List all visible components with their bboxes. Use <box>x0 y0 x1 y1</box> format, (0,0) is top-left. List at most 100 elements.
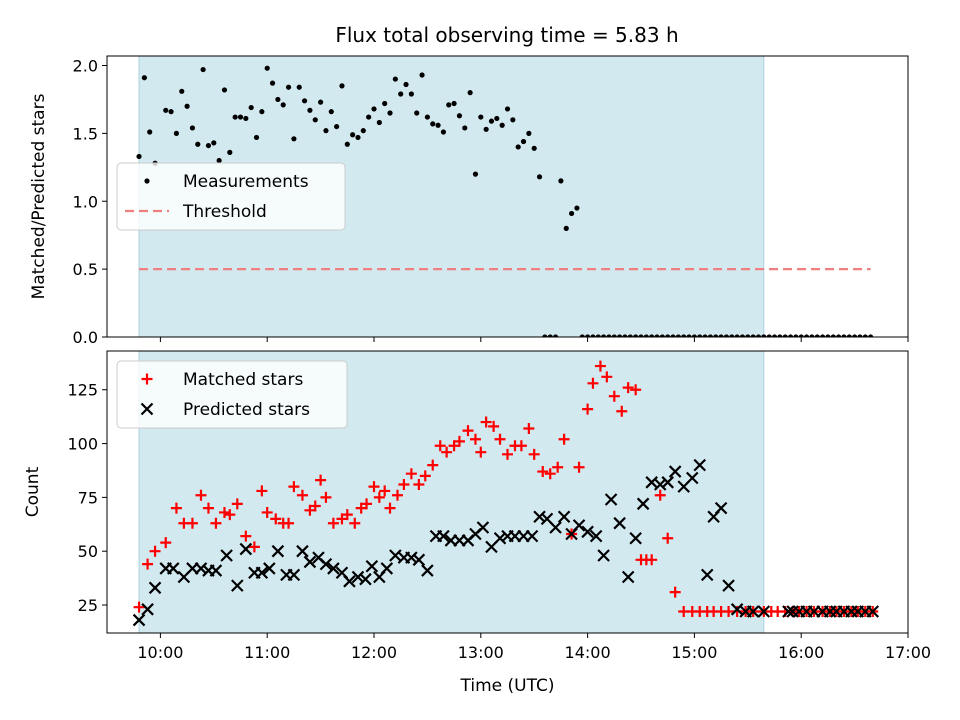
legend: Measurements Threshold <box>116 162 346 231</box>
measurement-point <box>750 334 756 337</box>
data-points <box>132 360 880 627</box>
matched-star-point <box>384 502 396 514</box>
measurement-point <box>568 210 575 217</box>
measurement-point <box>371 106 377 112</box>
matched-star-point <box>210 517 222 529</box>
ratio-panel: 0.0 0.5 1.0 1.5 2.0 Matched/Predicted stars Me… <box>29 55 909 347</box>
x-axis-label: Time (UTC) <box>460 676 555 696</box>
matched-star-point <box>142 558 154 570</box>
x-tick-label: 16:00 <box>778 643 824 662</box>
matched-star-point <box>248 541 260 553</box>
measurement-point <box>611 334 617 337</box>
measurement-point <box>558 178 564 184</box>
measurement-point <box>478 114 484 120</box>
matched-star-point <box>240 530 252 542</box>
predicted-star-point <box>693 458 707 472</box>
matched-star-point <box>515 440 527 452</box>
predicted-star-point <box>700 568 714 582</box>
matched-star-point <box>186 517 198 529</box>
measurement-point <box>216 157 222 164</box>
measurement-point <box>339 83 345 89</box>
y-tick-label: 2.0 <box>73 57 98 76</box>
matched-star-point <box>601 371 613 383</box>
measurement-point <box>307 107 313 113</box>
matched-star-point <box>475 446 487 458</box>
matched-star-point <box>373 491 385 503</box>
measurement-point <box>819 334 826 337</box>
matched-star-point <box>224 509 236 521</box>
matched-star-point <box>379 485 391 497</box>
predicted-star-point <box>604 493 618 506</box>
measurement-point <box>419 72 425 78</box>
measurement-point <box>312 117 318 123</box>
y-tick-label: 50 <box>78 542 98 561</box>
measurement-point <box>237 114 244 120</box>
measurement-point <box>318 99 324 105</box>
matched-star-point <box>170 502 182 514</box>
predicted-star-point <box>141 603 154 616</box>
measurement-point <box>803 334 810 337</box>
y-tick-label: 100 <box>67 435 98 454</box>
measurement-point <box>472 171 479 177</box>
y-tick-label: 25 <box>78 596 98 615</box>
measurement-point <box>350 132 356 138</box>
measurement-point <box>510 117 516 123</box>
predicted-star-point <box>421 564 434 577</box>
measurement-point <box>280 102 286 108</box>
measurement-point <box>456 113 463 119</box>
matched-star-point <box>288 481 300 493</box>
matched-star-point <box>469 433 481 445</box>
predicted-star-point <box>581 525 594 539</box>
measurement-point <box>691 334 697 337</box>
measurement-point <box>435 122 441 128</box>
measurement-point <box>739 334 746 337</box>
measurement-point <box>520 138 527 145</box>
legend-entry-label: Threshold <box>182 202 267 222</box>
measurement-point <box>398 91 404 97</box>
measurement-point <box>259 109 265 115</box>
legend-entry-label: Predicted stars <box>183 400 310 420</box>
matched-star-point <box>283 517 295 529</box>
measurement-point <box>232 114 238 120</box>
measurement-point <box>451 100 457 107</box>
legend-measurement-marker <box>144 178 150 184</box>
predicted-star-point <box>493 532 507 545</box>
measurement-point <box>649 334 655 337</box>
measurement-point <box>275 96 281 103</box>
measurement-point <box>681 334 687 337</box>
predicted-star-point <box>194 562 208 575</box>
matched-star-point <box>218 506 230 518</box>
measurement-point <box>665 334 671 337</box>
y-tick-label: 125 <box>67 381 98 400</box>
predicted-star-point <box>476 521 490 534</box>
matched-star-point <box>528 448 540 460</box>
measurement-point <box>414 110 420 116</box>
count-panel: 25 50 75 100 125 10:00 11:00 12:00 13:00 14:00 15:… <box>23 350 931 696</box>
matched-star-point <box>502 448 513 460</box>
measurement-point <box>755 334 762 337</box>
matched-star-point <box>462 425 474 437</box>
measurement-point <box>328 109 334 115</box>
measurement-point <box>184 103 190 109</box>
x-tick-label: 14:00 <box>565 643 611 662</box>
measurement-point <box>675 334 681 337</box>
predicted-star-point <box>255 566 269 580</box>
predicted-star-point <box>412 553 426 567</box>
predicted-star-point <box>166 562 180 575</box>
measurement-point <box>227 149 233 155</box>
predicted-star-point <box>365 559 379 573</box>
measurement-point <box>777 334 783 337</box>
measurement-point <box>793 334 799 337</box>
matched-star-point <box>309 500 321 512</box>
measurement-point <box>771 334 778 337</box>
x-tick-label: 15:00 <box>671 643 717 662</box>
legend-matched-marker <box>141 373 153 385</box>
matched-star-point <box>630 384 642 396</box>
predicted-star-point <box>557 510 571 524</box>
measurement-point <box>296 84 302 90</box>
measurement-point <box>590 334 596 337</box>
predicted-star-point <box>549 521 562 534</box>
matched-star-point <box>133 601 145 613</box>
predicted-star-point <box>220 549 233 562</box>
